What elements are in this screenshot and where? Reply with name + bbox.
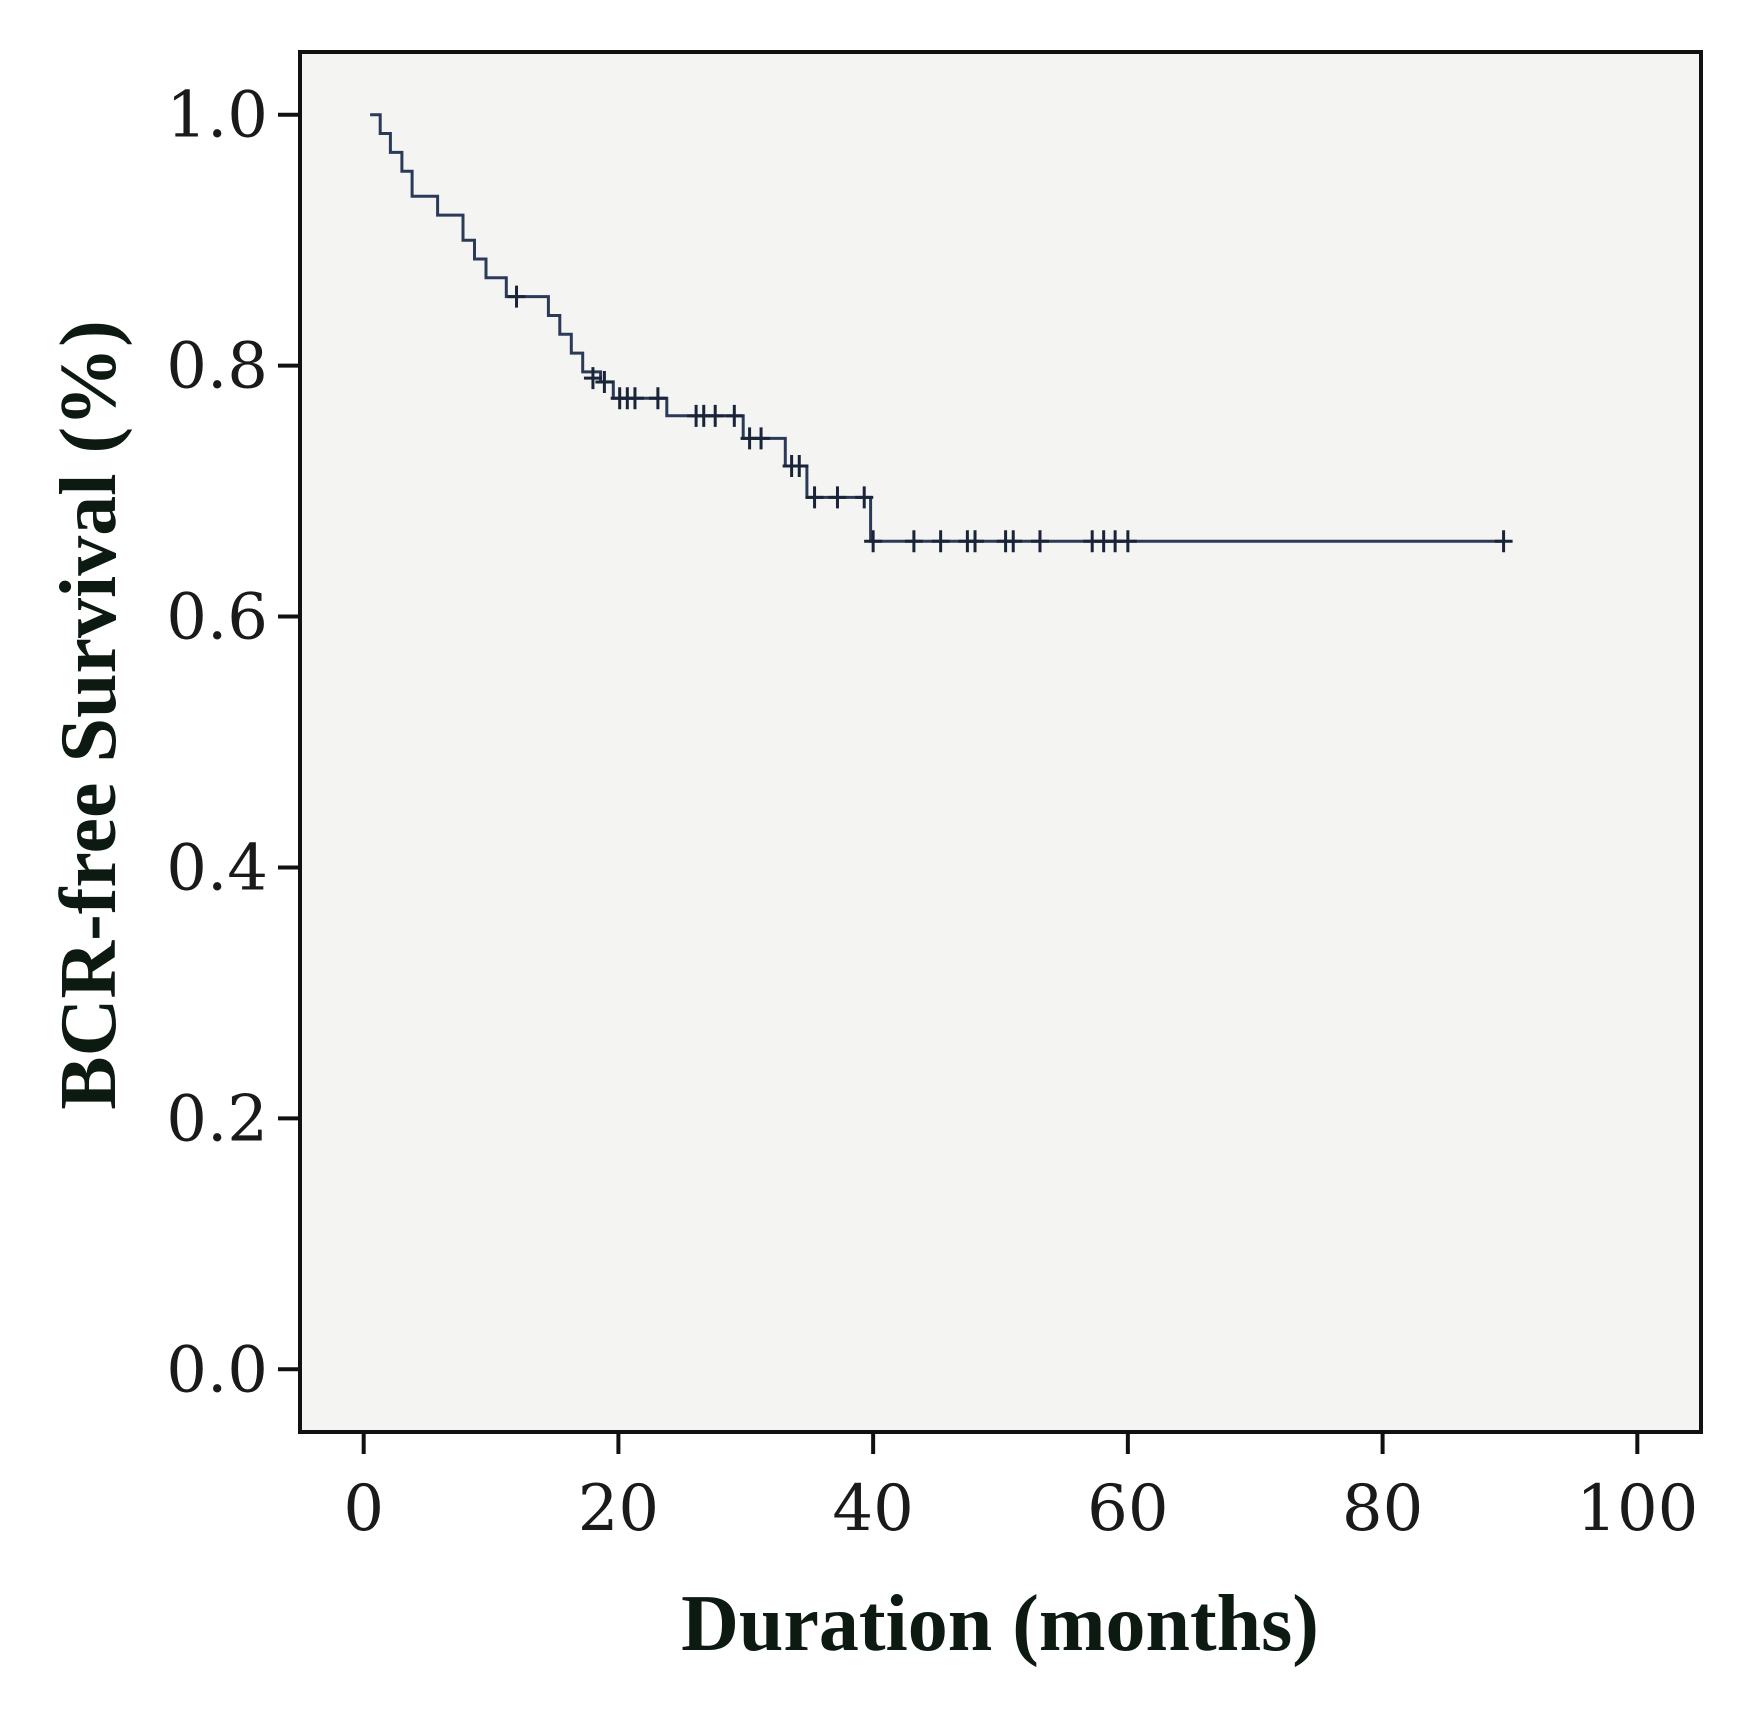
x-tick-label: 60 (1087, 1472, 1168, 1546)
censor-mark (966, 530, 985, 553)
y-tick-label: 1.0 (166, 79, 268, 153)
y-tick-label: 0.2 (166, 1082, 268, 1156)
censor-mark (1118, 530, 1137, 553)
y-axis-title: BCR-free Survival (%) (45, 320, 133, 1110)
censor-mark (864, 530, 883, 553)
censor-mark (828, 486, 847, 509)
x-tick-label: 80 (1342, 1472, 1423, 1546)
x-tick-label: 20 (578, 1472, 659, 1546)
censor-mark (706, 404, 725, 427)
censor-mark (752, 427, 771, 450)
y-axis: 0.0 0.2 0.4 0.6 0.8 1.0 (166, 79, 300, 1407)
x-axis: 0 20 40 60 80 100 (343, 1432, 1698, 1546)
y-tick-label: 0.0 (166, 1333, 268, 1407)
x-tick-label: 40 (832, 1472, 913, 1546)
censor-mark (1030, 530, 1049, 553)
y-tick-label: 0.6 (166, 581, 268, 655)
censor-mark (595, 370, 614, 393)
censor-mark (790, 455, 809, 477)
censor-mark (855, 486, 874, 509)
plot-area (298, 50, 1703, 1434)
y-tick-label: 0.8 (166, 330, 268, 404)
x-axis-title: Duration (months) (681, 1580, 1319, 1668)
x-tick-label: 100 (1576, 1472, 1698, 1546)
y-tick-label: 0.4 (166, 831, 268, 905)
censor-mark (1004, 530, 1023, 553)
censor-mark (725, 404, 744, 427)
censor-mark (1494, 530, 1513, 553)
censor-mark (931, 530, 950, 553)
censor-mark (904, 530, 923, 553)
censor-mark (805, 486, 824, 509)
censor-mark (583, 367, 602, 390)
censor-marks (507, 285, 1513, 553)
censor-mark (625, 387, 644, 410)
x-tick-label: 0 (343, 1472, 384, 1546)
censor-mark (507, 285, 526, 308)
censor-mark (648, 387, 667, 410)
